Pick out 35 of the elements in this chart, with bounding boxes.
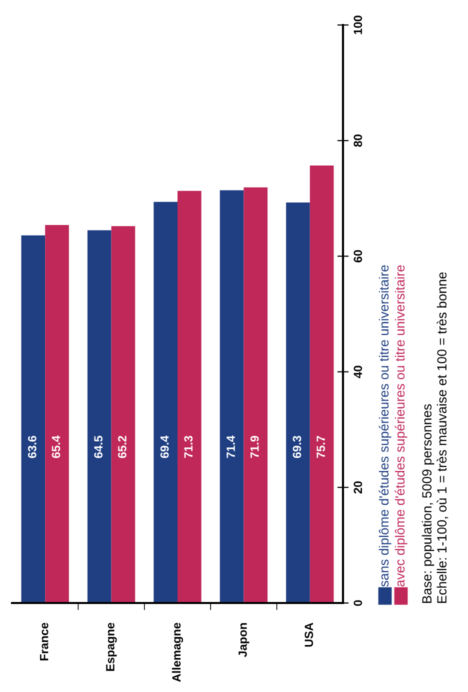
bar [178,190,202,603]
data-label: 75.7 [316,436,325,458]
y-tick-label: 20 [354,481,362,494]
y-tick-label: 80 [354,134,362,147]
bar [111,226,136,603]
y-tick-label: 100 [354,16,362,34]
x-tick-label: France [40,622,48,660]
data-label: 69.3 [292,436,302,458]
text: sans diplôme d'études supérieures ou titre universitaire [378,265,392,587]
bar [45,224,69,603]
x-tick-label: USA [304,622,314,647]
x-tick-label: Allemagne [172,622,184,682]
text: Echelle: 1-100, où 1 = très mauvaise et 100 = très bonne [436,272,448,603]
bar [286,202,310,603]
data-label: 71.3 [184,436,193,458]
text: Base: population, 5009 personnes [422,404,434,603]
data-label: 63.6 [28,436,36,458]
bar [21,235,46,603]
data-label: 71.4 [226,436,235,458]
data-label: 64.5 [94,436,103,458]
data-label: 71.9 [250,436,259,458]
bar [220,190,244,603]
x-tick-label: Japon [238,623,250,658]
x-tick-label: Espagne [106,622,117,671]
text: avec diplôme d'études supérieures ou titre universitaire [394,265,408,586]
bar [154,202,178,603]
data-label: 65.2 [118,436,126,458]
y-tick-label: 40 [354,366,362,378]
bar [87,230,112,603]
bar [310,165,334,603]
data-label: 65.4 [52,436,60,458]
y-tick-label: 60 [354,250,362,262]
y-tick-label: 0 [354,600,362,606]
bar [244,187,268,603]
data-label: 69.4 [160,436,169,458]
